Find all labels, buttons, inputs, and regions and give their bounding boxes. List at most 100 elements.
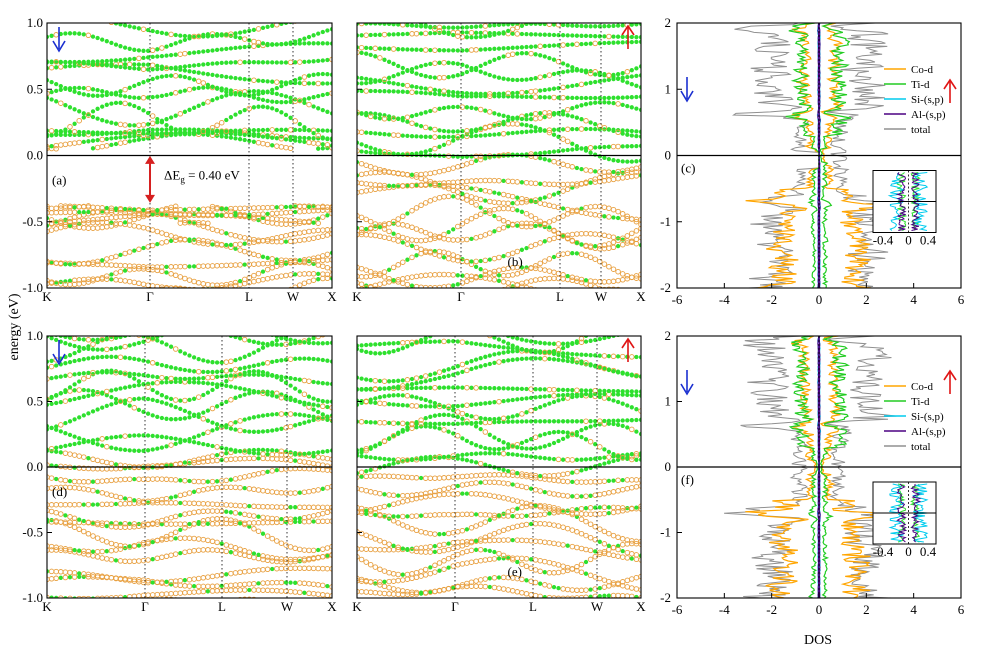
band-point	[127, 57, 132, 62]
band-point	[132, 47, 137, 52]
band-point	[492, 46, 497, 51]
band-point	[629, 216, 635, 222]
band-point	[81, 486, 87, 492]
band-point	[279, 92, 284, 98]
band-point	[542, 43, 547, 49]
band-point	[260, 238, 266, 244]
band-point	[320, 565, 326, 572]
band-point	[201, 392, 206, 398]
band-point	[464, 278, 470, 285]
band-point	[597, 231, 603, 238]
band-point	[593, 79, 598, 85]
band-point	[264, 488, 271, 495]
band-point	[320, 399, 325, 404]
band-point	[127, 356, 132, 361]
band-point	[320, 128, 325, 133]
band-point	[270, 79, 275, 84]
band-point	[172, 203, 179, 210]
band-point	[464, 69, 470, 75]
band-point	[455, 129, 460, 134]
band-point	[477, 196, 484, 203]
band-point	[381, 116, 388, 122]
band-point	[325, 128, 330, 133]
band-point	[283, 127, 289, 132]
band-point	[173, 494, 178, 499]
band-point	[396, 47, 401, 52]
band-point	[422, 200, 429, 206]
band-point	[583, 33, 589, 39]
band-point	[196, 103, 201, 108]
band-point	[132, 342, 137, 347]
band-point	[237, 475, 243, 481]
band-point	[168, 596, 174, 598]
band-point	[297, 389, 302, 394]
band-point	[155, 66, 160, 72]
band-point	[122, 220, 128, 225]
band-point	[67, 353, 73, 358]
band-point	[113, 270, 119, 276]
band-point	[63, 420, 68, 426]
band-point	[597, 123, 603, 129]
band-point	[625, 80, 630, 85]
band-point	[209, 516, 216, 522]
band-point	[182, 275, 188, 282]
band-point	[519, 180, 525, 185]
band-point	[145, 27, 151, 33]
band-point	[597, 169, 603, 175]
band-point	[108, 215, 115, 221]
band-point	[210, 443, 215, 449]
band-point	[155, 336, 160, 339]
band-point	[133, 336, 136, 337]
band-point	[306, 278, 312, 285]
band-point	[477, 211, 484, 217]
band-point	[519, 590, 525, 596]
band-point	[382, 89, 387, 94]
band-point	[459, 550, 466, 556]
band-point	[159, 340, 165, 345]
band-point	[247, 364, 252, 369]
band-point	[317, 329, 320, 332]
band-point	[611, 169, 616, 175]
band-point	[477, 521, 484, 527]
band-point	[223, 548, 230, 555]
band-point	[150, 127, 155, 132]
band-point	[76, 501, 82, 508]
band-point	[242, 241, 247, 246]
band-point	[270, 342, 275, 347]
band-point	[546, 202, 553, 209]
band-point	[113, 277, 119, 283]
band-point	[533, 76, 538, 81]
band-point	[619, 235, 626, 241]
band-point	[122, 543, 128, 549]
band-point	[492, 91, 497, 97]
band-point	[172, 90, 179, 96]
band-point	[555, 215, 562, 221]
band-point	[58, 100, 64, 106]
band-point	[145, 48, 151, 53]
band-point	[638, 276, 641, 282]
band-point	[173, 536, 178, 541]
band-point	[206, 329, 209, 332]
band-point	[510, 77, 515, 83]
band-point	[570, 141, 575, 146]
band-point	[224, 425, 229, 430]
band-point	[178, 406, 183, 412]
band-point	[195, 394, 202, 400]
band-point	[159, 118, 165, 123]
band-point	[464, 35, 470, 40]
band-point	[519, 130, 525, 135]
band-point	[292, 565, 298, 571]
band-point	[588, 120, 593, 125]
band-point	[445, 530, 452, 537]
band-point	[532, 520, 539, 527]
band-point	[455, 48, 460, 53]
band-point	[177, 111, 184, 117]
band-point	[58, 575, 63, 580]
band-point	[524, 77, 529, 82]
band-point	[77, 129, 82, 135]
band-point	[478, 187, 483, 193]
band-point	[633, 552, 640, 558]
band-point	[109, 40, 114, 46]
band-point	[372, 186, 379, 193]
band-point	[287, 451, 294, 458]
